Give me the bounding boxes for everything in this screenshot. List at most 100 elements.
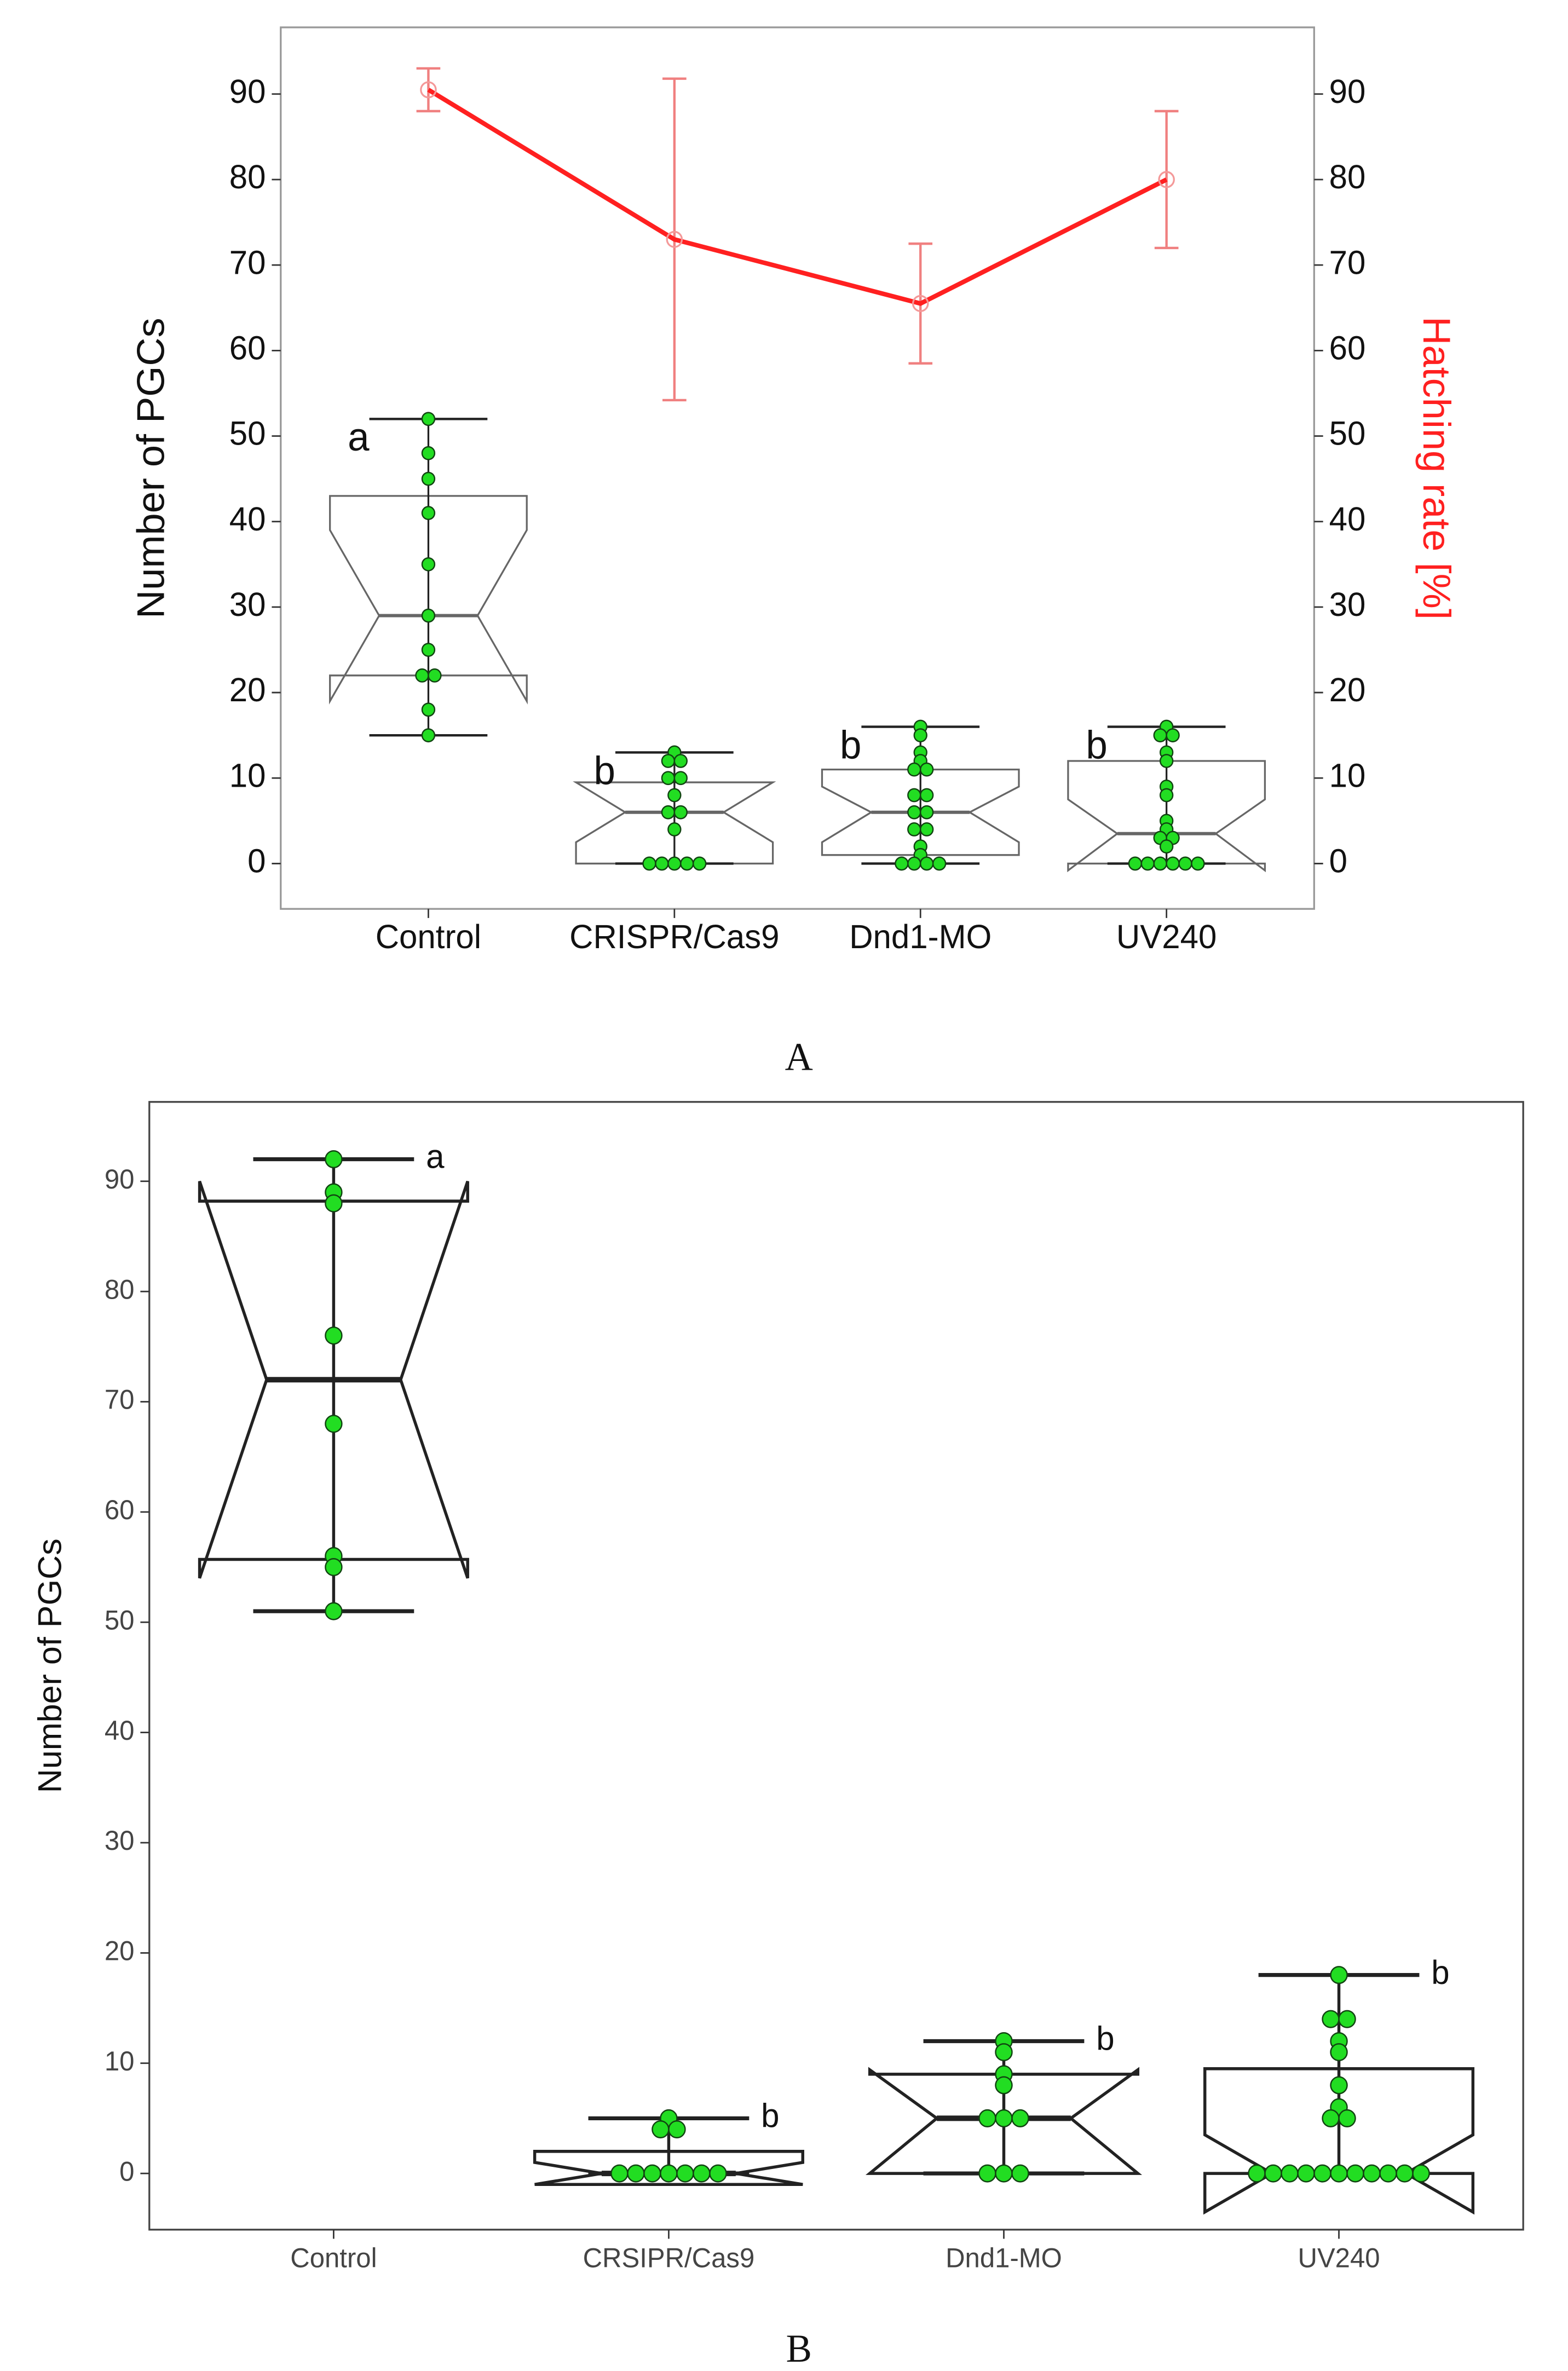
data-point <box>661 754 676 768</box>
data-point <box>907 805 921 820</box>
data-point <box>421 702 436 717</box>
data-point <box>1140 856 1155 871</box>
line-point <box>1158 171 1175 188</box>
line <box>427 88 1168 306</box>
y2-tick-label: 80 <box>1329 158 1366 196</box>
caption: A <box>785 1035 814 1079</box>
box <box>821 768 1020 856</box>
y2-tick-label: 90 <box>1329 72 1366 110</box>
data-point <box>610 2164 629 2183</box>
data-point <box>668 2120 686 2139</box>
data-point <box>652 2120 670 2139</box>
data-point <box>1191 856 1205 871</box>
data-point <box>1338 2010 1356 2028</box>
y-tick-label: 20 <box>229 671 266 709</box>
x-tick-label: Dnd1-MO <box>946 2243 1062 2273</box>
data-point <box>995 2076 1013 2095</box>
data-point <box>693 2164 711 2183</box>
data-point <box>627 2164 645 2183</box>
data-point <box>1396 2164 1414 2183</box>
y2-tick-label: 0 <box>1329 842 1347 880</box>
data-point <box>655 856 669 871</box>
data-point <box>673 771 688 786</box>
y-tick-label: 0 <box>119 2156 134 2187</box>
y2-tick-label: 50 <box>1329 414 1366 452</box>
y2-tick-label: 10 <box>1329 757 1366 794</box>
data-point <box>325 1415 343 1433</box>
data-point <box>1330 2076 1348 2095</box>
data-point <box>660 2164 678 2183</box>
y-axis-label: Number of PGCs <box>129 318 172 619</box>
y-tick-label: 90 <box>229 72 266 110</box>
line-point <box>666 230 683 248</box>
y2-tick-label: 30 <box>1329 586 1366 624</box>
data-point <box>325 1326 343 1345</box>
data-point <box>920 805 934 820</box>
data-point <box>920 822 934 837</box>
x-tick-label: CRSIPR/Cas9 <box>583 2243 755 2273</box>
data-point <box>325 1602 343 1620</box>
x-tick-label: UV240 <box>1116 918 1217 955</box>
y-tick-label: 80 <box>105 1274 135 1305</box>
data-point <box>692 856 707 871</box>
y-tick-label: 70 <box>105 1384 135 1415</box>
y-tick-label: 30 <box>105 1826 135 1856</box>
y-tick-label: 90 <box>105 1164 135 1195</box>
data-point <box>661 805 676 820</box>
y-tick-label: 30 <box>229 586 266 624</box>
data-point <box>920 788 934 803</box>
box <box>865 2067 1143 2175</box>
data-point <box>907 856 921 871</box>
y-tick-label: 70 <box>229 244 266 281</box>
data-point <box>661 771 676 786</box>
y-tick-label: 60 <box>105 1495 135 1525</box>
caption: B <box>786 2327 812 2371</box>
data-point <box>1363 2164 1381 2183</box>
data-point <box>1346 2164 1364 2183</box>
box <box>573 781 776 865</box>
data-point <box>1178 856 1192 871</box>
data-point <box>643 2164 661 2183</box>
data-point <box>1330 2164 1348 2183</box>
data-point <box>421 471 436 486</box>
data-point <box>421 728 436 743</box>
plot-frame <box>280 26 1315 910</box>
box <box>533 2150 804 2187</box>
y2-tick-label: 70 <box>1329 244 1366 281</box>
significance-letter: b <box>594 749 615 793</box>
box <box>1203 2067 1475 2215</box>
data-point <box>895 856 909 871</box>
data-point <box>1379 2164 1397 2183</box>
data-point <box>667 788 682 803</box>
box <box>329 495 528 705</box>
data-point <box>920 762 934 777</box>
box <box>1067 760 1266 873</box>
data-point <box>1264 2164 1282 2183</box>
significance-letter: b <box>761 2097 779 2135</box>
significance-letter: a <box>426 1138 445 1175</box>
significance-letter: b <box>1431 1953 1449 1991</box>
data-point <box>907 822 921 837</box>
data-point <box>1330 1966 1348 1985</box>
data-point <box>907 762 921 777</box>
significance-letter: b <box>1086 723 1107 768</box>
y2-tick-label: 40 <box>1329 500 1366 538</box>
data-point <box>421 557 436 572</box>
data-point <box>1330 2043 1348 2062</box>
data-point <box>1153 856 1167 871</box>
y-tick-label: 10 <box>229 757 266 794</box>
y-tick-label: 50 <box>229 414 266 452</box>
data-point <box>1166 728 1180 743</box>
data-point <box>325 1150 343 1169</box>
data-point <box>1159 754 1174 768</box>
x-tick-label: CRISPR/Cas9 <box>569 918 779 955</box>
y-tick-label: 10 <box>105 2046 135 2076</box>
data-point <box>995 2109 1013 2127</box>
data-point <box>1322 2010 1340 2028</box>
data-point <box>415 668 429 683</box>
data-point <box>978 2164 996 2183</box>
data-point <box>1011 2164 1029 2183</box>
x-tick-label: Dnd1-MO <box>849 918 991 955</box>
y-tick-label: 20 <box>105 1936 135 1966</box>
